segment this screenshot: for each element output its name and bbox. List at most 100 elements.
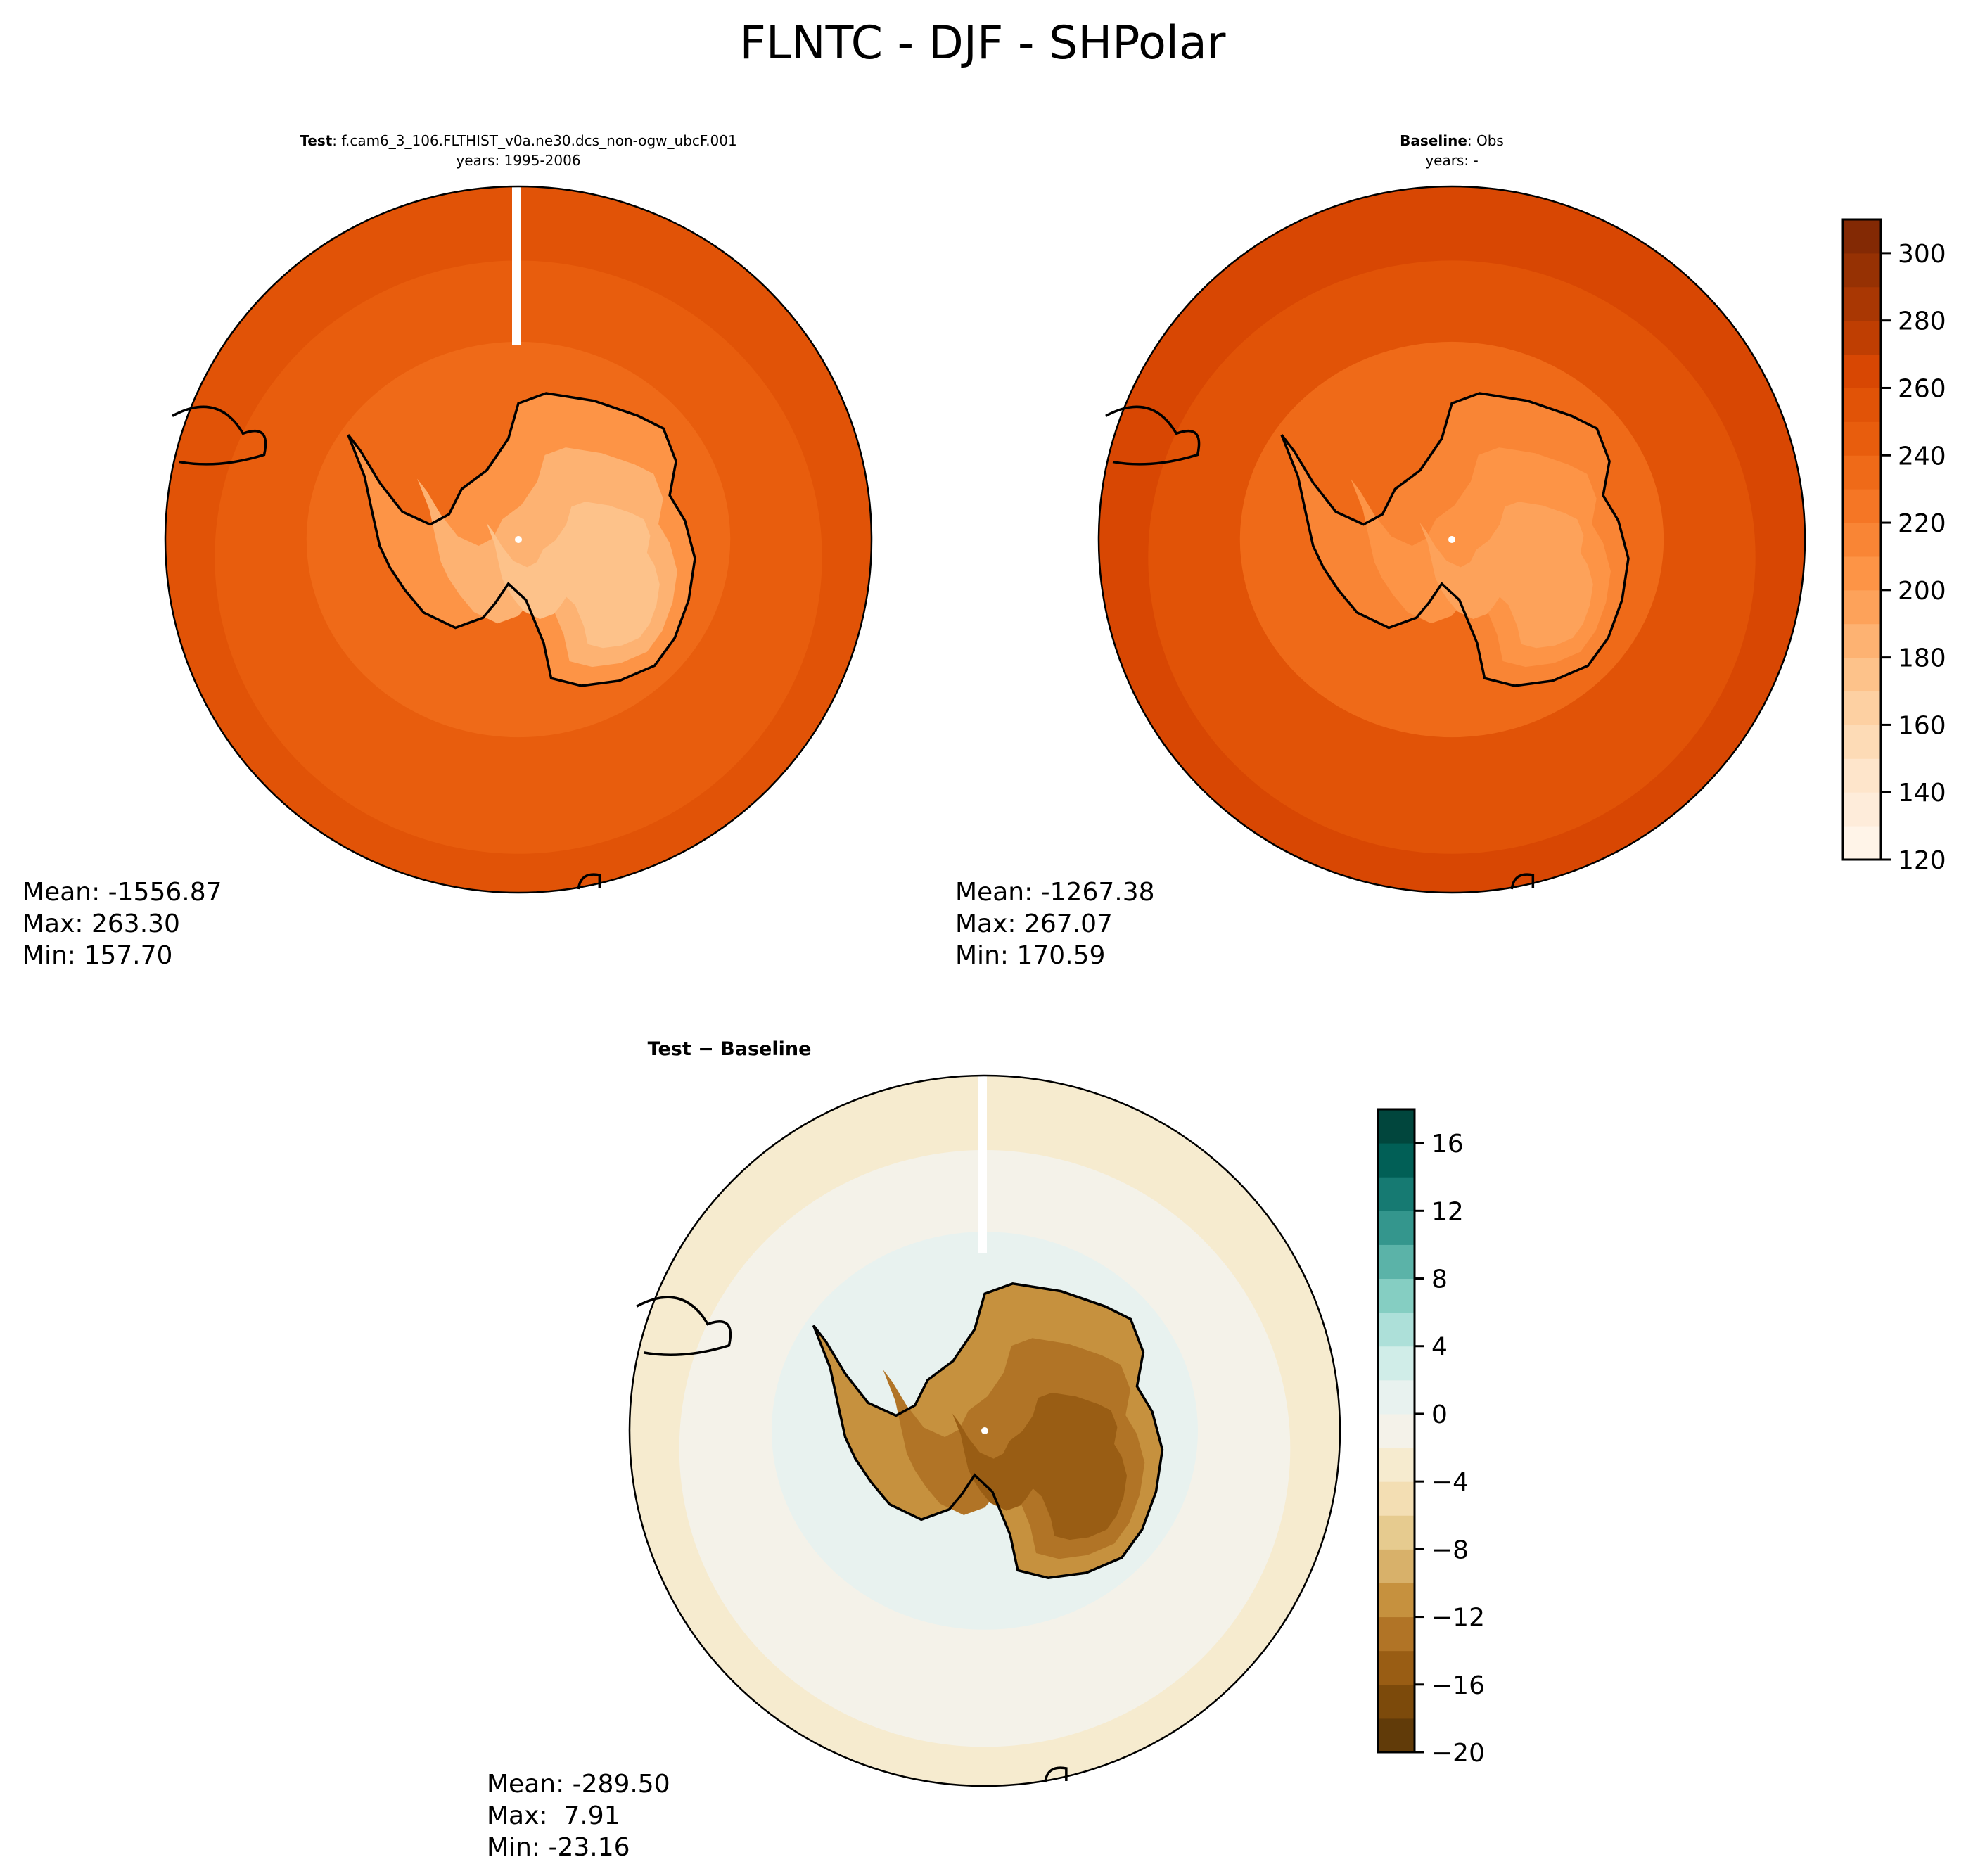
colorbar-band	[1378, 1109, 1415, 1144]
pole-marker	[981, 1427, 988, 1434]
map-boundary	[628, 1074, 1341, 1787]
test-map	[164, 185, 873, 894]
colorbar-tick-label: 8	[1431, 1265, 1448, 1294]
colorbar-tick-label: −8	[1431, 1536, 1469, 1564]
colorbar-tick-label: 0	[1431, 1400, 1448, 1429]
diff-map	[628, 1074, 1341, 1787]
diff-min: Min: -23.16	[487, 1833, 630, 1862]
colorbar-band	[1843, 421, 1881, 456]
colorbar-band	[1843, 219, 1881, 254]
colorbar-band	[1378, 1413, 1415, 1448]
colorbar-tick-label: 240	[1898, 442, 1946, 471]
colorbar-frame	[1841, 218, 1882, 861]
colorbar-frame	[1377, 1108, 1416, 1754]
colorbar-tick-label: 280	[1898, 307, 1946, 336]
colorbar-band	[1843, 523, 1881, 557]
colorbar-tick-label: 220	[1898, 509, 1946, 538]
colorbar-difference: −20 −16 −12 −8 −4 0 4 8 12 16	[1377, 1108, 1485, 1768]
colorbar-band	[1378, 1650, 1415, 1685]
colorbar-tick-label: 200	[1898, 577, 1946, 606]
baseline-min: Min: 170.59	[955, 941, 1105, 970]
colorbar-band	[1843, 320, 1881, 355]
baseline-mean: Mean: -1267.38	[955, 878, 1155, 907]
colorbar-band	[1378, 1481, 1415, 1516]
colorbar-band	[1843, 455, 1881, 490]
diff-max: Max: 7.91	[487, 1801, 620, 1830]
colorbar-band	[1843, 792, 1881, 827]
colorbar-band	[1843, 388, 1881, 422]
colorbar-band	[1843, 489, 1881, 523]
africa-coastline	[577, 873, 601, 890]
colorbar-band	[1378, 1549, 1415, 1583]
colorbar-tick-label: 16	[1431, 1130, 1464, 1159]
test-max: Max: 263.30	[23, 910, 180, 938]
colorbar-tick-label: 12	[1431, 1197, 1464, 1226]
colorbar-absolute: 120 140 160 180 200 220 240 260 280 300	[1841, 218, 1946, 875]
baseline-panel-title: Baseline: Obs	[1400, 132, 1504, 149]
colorbar-band	[1378, 1211, 1415, 1245]
test-panel-subtitle: years: 1995-2006	[456, 152, 580, 169]
colorbar-band	[1843, 589, 1881, 625]
colorbar-band	[1378, 1515, 1415, 1550]
colorbar-tick-label: −20	[1431, 1739, 1485, 1768]
test-stats: Mean: -1556.87 Max: 263.30 Min: 157.70	[23, 878, 222, 970]
baseline-stats: Mean: -1267.38 Max: 267.07 Min: 170.59	[955, 878, 1155, 970]
diff-stats: Mean: -289.50 Max: 7.91 Min: -23.16	[487, 1770, 670, 1862]
colorbar-tick-label: 300	[1898, 240, 1946, 269]
antarctica-coastline	[347, 392, 696, 687]
diff-mean: Mean: -289.50	[487, 1770, 670, 1799]
africa-coastline	[1044, 1766, 1068, 1783]
colorbar-band	[1843, 691, 1881, 725]
colorbar-band	[1378, 1616, 1415, 1652]
colorbar-band	[1843, 623, 1881, 658]
colorbar-band	[1843, 826, 1881, 860]
test-min: Min: 157.70	[23, 941, 172, 970]
colorbar-band	[1843, 354, 1881, 388]
colorbar-band	[1378, 1312, 1415, 1347]
diff-panel-title: Test − Baseline	[648, 1038, 812, 1060]
pole-marker	[515, 536, 522, 543]
colorbar-band	[1378, 1718, 1415, 1753]
colorbar-band	[1378, 1684, 1415, 1719]
africa-coastline	[1510, 873, 1535, 890]
colorbar-band	[1843, 286, 1881, 321]
data-seam	[978, 1076, 987, 1253]
colorbar-tick-label: 120	[1898, 846, 1946, 875]
colorbar-band	[1378, 1346, 1415, 1381]
baseline-title-rest: : Obs	[1467, 132, 1504, 149]
colorbar-tick-label: 140	[1898, 779, 1946, 808]
test-title-bold: Test	[300, 132, 332, 149]
pole-marker	[1448, 536, 1455, 543]
south-america-coastline	[172, 405, 267, 466]
colorbar-tick-label: 160	[1898, 711, 1946, 740]
map-boundary	[164, 185, 873, 894]
map-boundary	[1097, 185, 1806, 894]
colorbar-band	[1378, 1583, 1415, 1618]
south-america-coastline	[1105, 405, 1201, 466]
colorbar-band	[1378, 1143, 1415, 1178]
colorbar-band	[1843, 657, 1881, 692]
colorbar-tick-label: −4	[1431, 1468, 1469, 1497]
baseline-title-bold: Baseline	[1400, 132, 1467, 149]
baseline-panel-subtitle: years: -	[1425, 152, 1478, 169]
south-america-coastline	[636, 1296, 732, 1357]
test-panel-title: Test: f.cam6_3_106.FLTHIST_v0a.ne30.dcs_…	[300, 132, 736, 149]
colorbar-band	[1843, 253, 1881, 288]
colorbar-tick-label: −16	[1431, 1671, 1485, 1700]
colorbar-tick-label: 180	[1898, 644, 1946, 673]
colorbar-band	[1378, 1177, 1415, 1211]
colorbar-band	[1378, 1379, 1415, 1415]
test-mean: Mean: -1556.87	[23, 878, 222, 907]
colorbar-band	[1378, 1448, 1415, 1482]
colorbar-tick-label: 260	[1898, 374, 1946, 403]
figure-title: FLNTC - DJF - SHPolar	[739, 17, 1225, 70]
baseline-max: Max: 267.07	[955, 910, 1113, 938]
colorbar-band	[1843, 758, 1881, 793]
baseline-map	[1097, 185, 1806, 894]
data-seam	[512, 186, 521, 345]
colorbar-band	[1378, 1244, 1415, 1280]
colorbar-band	[1843, 556, 1881, 591]
colorbar-tick-label: −12	[1431, 1604, 1485, 1633]
colorbar-band	[1843, 725, 1881, 759]
